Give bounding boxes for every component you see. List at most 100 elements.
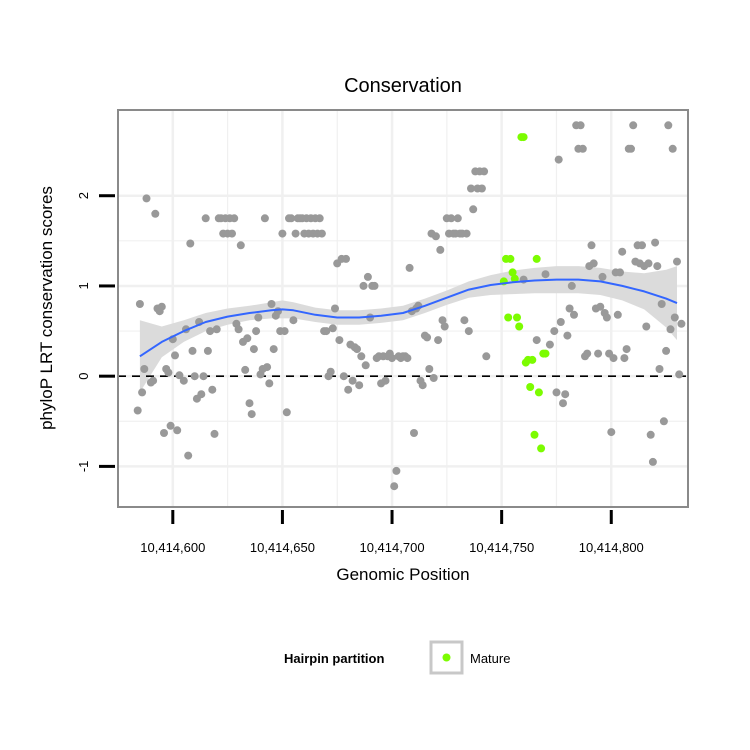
other-point (567, 281, 576, 290)
other-point (317, 229, 326, 238)
other-point (554, 155, 563, 164)
other-point (245, 399, 254, 408)
x-axis: 10,414,600 10,414,650 10,414,700 10,414,750… (140, 510, 644, 555)
other-point (620, 354, 629, 363)
other-point (197, 390, 206, 399)
other-point (607, 428, 616, 437)
other-point (186, 239, 195, 248)
other-point (460, 316, 469, 325)
other-point (570, 310, 578, 319)
other-point (627, 144, 635, 153)
other-point (230, 214, 239, 223)
mature-point (508, 268, 517, 277)
other-point (464, 327, 473, 336)
x-tick-label: 10,414,750 (469, 540, 534, 555)
other-point (675, 370, 684, 379)
other-point (280, 327, 289, 336)
other-point (254, 313, 263, 322)
other-point (589, 259, 598, 268)
other-point (252, 327, 261, 336)
other-point (622, 345, 631, 354)
other-point (666, 325, 675, 334)
other-point (289, 316, 298, 325)
other-point (561, 390, 570, 399)
other-point (210, 429, 219, 438)
other-point (431, 232, 440, 241)
other-point (405, 263, 414, 272)
other-point (361, 361, 370, 370)
other-point (263, 363, 272, 372)
x-tick-label: 10,414,800 (579, 540, 644, 555)
other-point (559, 399, 567, 408)
other-point (260, 214, 269, 223)
other-point (363, 272, 372, 281)
other-point (160, 429, 168, 437)
other-point (344, 385, 353, 394)
other-point (642, 322, 651, 331)
other-point (462, 229, 471, 238)
other-point (664, 121, 673, 130)
other-point (594, 349, 603, 358)
other-point (381, 376, 390, 385)
other-point (618, 247, 627, 256)
other-point (173, 426, 182, 435)
other-point (392, 466, 401, 475)
confidence-band (139, 266, 677, 393)
other-point (556, 318, 565, 326)
other-point (342, 254, 350, 263)
other-point (326, 367, 335, 376)
mature-point (537, 444, 546, 453)
other-point (370, 281, 379, 290)
other-point (673, 257, 681, 266)
other-point (583, 349, 592, 358)
other-point (353, 345, 361, 354)
mature-point (530, 430, 539, 439)
x-axis-title: Genomic Position (336, 565, 469, 584)
other-point (241, 365, 250, 374)
other-point (434, 336, 443, 345)
smooth-curve (139, 278, 678, 358)
other-point (467, 184, 475, 193)
other-point (653, 262, 662, 271)
other-point (179, 376, 188, 385)
other-point (644, 259, 653, 268)
other-point (357, 352, 366, 361)
other-point (315, 214, 324, 223)
other-point (199, 372, 208, 381)
other-point (670, 313, 679, 322)
other-point (208, 385, 217, 394)
y-axis: -1 0 1 2 (76, 192, 115, 472)
other-point (429, 374, 438, 382)
other-point (552, 388, 561, 397)
legend: Hairpin partition Mature (284, 640, 510, 675)
other-point (659, 417, 668, 426)
other-point (596, 302, 605, 311)
other-point (480, 167, 489, 176)
other-point (234, 325, 243, 334)
other-point (425, 365, 434, 373)
other-point (331, 304, 339, 313)
y-tick-label: 0 (76, 373, 91, 380)
x-tick-label: 10,414,600 (140, 540, 205, 555)
mature-point (510, 274, 519, 283)
other-point (563, 331, 572, 340)
other-point (545, 340, 554, 349)
other-point (418, 381, 427, 390)
other-point (587, 241, 596, 250)
mature-point (513, 313, 521, 322)
legend-title: Hairpin partition (284, 651, 384, 666)
other-point (149, 376, 158, 385)
other-point (598, 272, 607, 281)
other-point (171, 351, 179, 360)
other-point (469, 205, 478, 214)
mature-point (541, 349, 550, 358)
other-point (287, 214, 296, 223)
other-point (668, 144, 677, 153)
other-point (438, 316, 447, 325)
other-point (532, 336, 541, 345)
other-point (638, 241, 646, 250)
other-point (133, 406, 142, 415)
other-point (648, 457, 657, 466)
other-point (138, 388, 147, 397)
